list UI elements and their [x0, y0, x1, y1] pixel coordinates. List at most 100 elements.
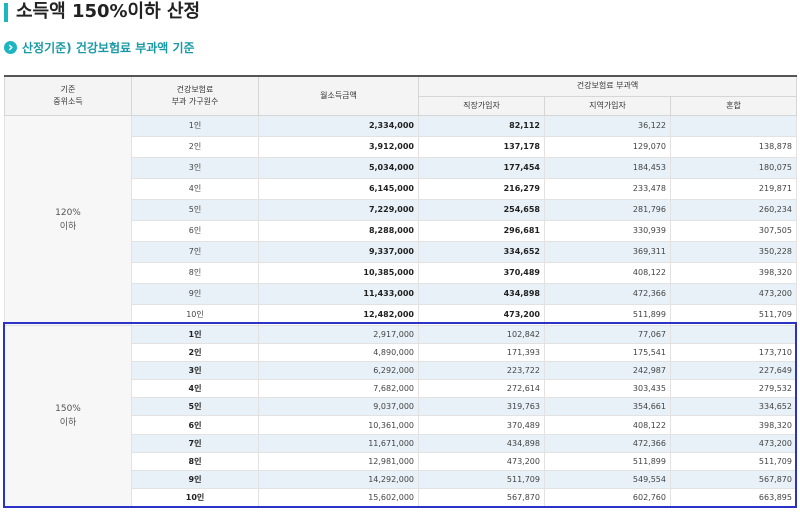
- income-cell: 12,482,000: [258, 303, 419, 326]
- page-header: 소득액 150%이하 산정: [0, 0, 800, 30]
- household-cell: 5인: [131, 397, 259, 417]
- mixed-premium-cell: 398,320: [670, 261, 797, 284]
- employee-premium-cell: 82,112: [418, 114, 545, 137]
- household-cell: 7인: [131, 240, 259, 263]
- employee-premium-cell: 473,200: [418, 303, 545, 326]
- group-120-body: 120% 이하 1인 2,334,000 82,112 36,122 2인 3,912,000…: [4, 114, 797, 326]
- income-cell: 15,602,000: [258, 488, 419, 508]
- household-cell: 3인: [131, 360, 259, 381]
- header-median-income: 기준 중위소득: [4, 75, 132, 116]
- mixed-premium-cell: 227,649: [670, 360, 797, 381]
- table-row: 6인 10,361,000 370,489 408,122 398,320: [5, 415, 797, 435]
- chevron-right-circle-icon: [4, 40, 17, 54]
- table-row: 3인 6,292,000 223,722 242,987 227,649: [5, 360, 797, 381]
- employee-premium-cell: 334,652: [418, 240, 545, 263]
- household-cell: 1인: [131, 114, 259, 137]
- employee-premium-cell: 511,709: [418, 469, 545, 490]
- income-cell: 3,912,000: [258, 135, 419, 158]
- employee-premium-cell: 216,279: [418, 177, 545, 200]
- household-cell: 8인: [131, 451, 259, 472]
- mixed-premium-cell: 180,075: [670, 156, 797, 179]
- household-cell: 9인: [131, 469, 259, 490]
- income-cell: 6,145,000: [258, 177, 419, 200]
- mixed-premium-cell: 473,200: [670, 433, 797, 453]
- income-cell: 11,671,000: [258, 433, 419, 453]
- income-cell: 12,981,000: [258, 451, 419, 472]
- regional-premium-cell: 369,311: [544, 240, 671, 263]
- regional-premium-cell: 602,760: [544, 488, 671, 508]
- income-cell: 8,288,000: [258, 219, 419, 242]
- section-subtitle: 산정기준) 건강보험료 부과액 기준: [4, 38, 195, 56]
- mixed-premium-cell: 398,320: [670, 415, 797, 435]
- regional-premium-cell: 408,122: [544, 415, 671, 435]
- household-cell: 2인: [131, 342, 259, 362]
- group-label: 120% 이하: [4, 114, 132, 326]
- regional-premium-cell: 242,987: [544, 360, 671, 381]
- income-cell: 5,034,000: [258, 156, 419, 179]
- income-cell: 7,229,000: [258, 198, 419, 221]
- employee-premium-cell: 434,898: [418, 282, 545, 305]
- income-cell: 11,433,000: [258, 282, 419, 305]
- mixed-premium-cell: 173,710: [670, 342, 797, 362]
- regional-premium-cell: 408,122: [544, 261, 671, 284]
- regional-premium-cell: 77,067: [544, 324, 671, 344]
- mixed-premium-cell: 334,652: [670, 397, 797, 417]
- mixed-premium-cell: 511,709: [670, 303, 797, 326]
- employee-premium-cell: 171,393: [418, 342, 545, 362]
- regional-premium-cell: 472,366: [544, 433, 671, 453]
- employee-premium-cell: 434,898: [418, 433, 545, 453]
- regional-premium-cell: 175,541: [544, 342, 671, 362]
- employee-premium-cell: 137,178: [418, 135, 545, 158]
- employee-premium-cell: 319,763: [418, 397, 545, 417]
- regional-premium-cell: 129,070: [544, 135, 671, 158]
- income-cell: 9,037,000: [258, 397, 419, 417]
- group-label: 150% 이하: [4, 324, 132, 508]
- mixed-premium-cell: 307,505: [670, 219, 797, 242]
- household-cell: 3인: [131, 156, 259, 179]
- employee-premium-cell: 272,614: [418, 379, 545, 399]
- household-cell: 6인: [131, 415, 259, 435]
- regional-premium-cell: 472,366: [544, 282, 671, 305]
- income-cell: 10,361,000: [258, 415, 419, 435]
- employee-premium-cell: 102,842: [418, 324, 545, 344]
- household-cell: 8인: [131, 261, 259, 284]
- regional-premium-cell: 36,122: [544, 114, 671, 137]
- income-cell: 7,682,000: [258, 379, 419, 399]
- income-cell: 9,337,000: [258, 240, 419, 263]
- premium-table-container: 기준 중위소득 건강보험료 부과 가구원수 월소득금액 건강보험료 부과액 직장가입…: [4, 75, 797, 508]
- subtitle-text: 산정기준) 건강보험료 부과액 기준: [22, 40, 195, 55]
- table-row: 5인 9,037,000 319,763 354,661 334,652: [5, 397, 797, 417]
- household-cell: 1인: [131, 324, 259, 344]
- header-household-size: 건강보험료 부과 가구원수: [131, 75, 259, 116]
- page-title: 소득액 150%이하 산정: [16, 1, 201, 22]
- regional-premium-cell: 233,478: [544, 177, 671, 200]
- household-cell: 5인: [131, 198, 259, 221]
- regional-premium-cell: 281,796: [544, 198, 671, 221]
- regional-premium-cell: 549,554: [544, 469, 671, 490]
- header-regional: 지역가입자: [544, 95, 671, 116]
- regional-premium-cell: 184,453: [544, 156, 671, 179]
- table-row: 10인 15,602,000 567,870 602,760 663,895: [5, 488, 797, 508]
- income-cell: 2,917,000: [258, 324, 419, 344]
- header-mixed: 혼합: [670, 95, 797, 116]
- table-row: 9인 11,433,000 434,898 472,366 473,200: [5, 282, 797, 305]
- mixed-premium-cell: 350,228: [670, 240, 797, 263]
- income-cell: 14,292,000: [258, 469, 419, 490]
- income-cell: 2,334,000: [258, 114, 419, 137]
- mixed-premium-cell: 567,870: [670, 469, 797, 490]
- employee-premium-cell: 567,870: [418, 488, 545, 508]
- header-monthly-income: 월소득금액: [258, 75, 419, 116]
- regional-premium-cell: 303,435: [544, 379, 671, 399]
- regional-premium-cell: 511,899: [544, 451, 671, 472]
- table-row: 9인 14,292,000 511,709 549,554 567,870: [5, 469, 797, 490]
- mixed-premium-cell: 473,200: [670, 282, 797, 305]
- household-cell: 10인: [131, 303, 259, 326]
- household-cell: 4인: [131, 177, 259, 200]
- employee-premium-cell: 370,489: [418, 415, 545, 435]
- header-premium-group: 건강보험료 부과액: [418, 75, 797, 97]
- header-employee: 직장가입자: [418, 95, 545, 116]
- household-cell: 9인: [131, 282, 259, 305]
- employee-premium-cell: 223,722: [418, 360, 545, 381]
- employee-premium-cell: 296,681: [418, 219, 545, 242]
- mixed-premium-cell: 219,871: [670, 177, 797, 200]
